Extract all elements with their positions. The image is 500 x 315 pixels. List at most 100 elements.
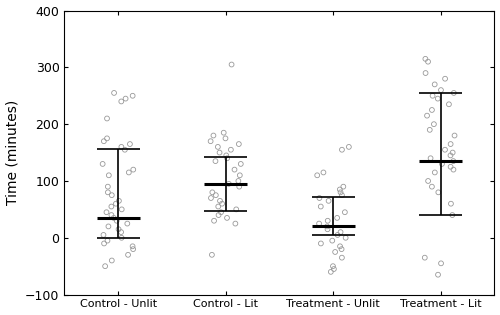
Point — [114, 227, 122, 232]
Point — [216, 150, 224, 155]
Point — [208, 190, 216, 195]
Point — [112, 201, 120, 206]
Point — [331, 249, 339, 255]
Point — [450, 90, 458, 95]
Point — [126, 141, 134, 146]
Point — [100, 139, 108, 144]
Point — [232, 207, 240, 212]
Point — [108, 204, 116, 209]
Point — [450, 167, 458, 172]
Point — [330, 266, 338, 272]
Point — [217, 210, 225, 215]
Point — [108, 193, 116, 198]
Point — [234, 179, 242, 184]
Point — [328, 238, 336, 243]
Point — [98, 161, 106, 166]
Point — [104, 190, 112, 195]
Point — [336, 244, 344, 249]
Point — [237, 161, 245, 166]
Point — [105, 173, 113, 178]
Point — [103, 136, 111, 141]
Point — [342, 235, 349, 240]
Point — [428, 184, 436, 189]
Point — [117, 230, 125, 235]
Point — [434, 96, 442, 101]
Point — [125, 170, 133, 175]
Point — [207, 196, 215, 201]
Point — [100, 241, 108, 246]
Point — [216, 198, 224, 203]
Point — [236, 173, 244, 178]
Point — [323, 224, 331, 229]
Point — [428, 93, 436, 98]
Point — [317, 241, 325, 246]
Point — [430, 122, 438, 127]
Point — [340, 184, 347, 189]
Point — [441, 76, 449, 81]
Point — [110, 215, 118, 220]
Point — [212, 193, 220, 198]
Point — [101, 264, 109, 269]
Point — [324, 218, 332, 223]
Point — [450, 158, 458, 163]
Point — [223, 156, 231, 161]
Point — [121, 147, 129, 152]
Point — [336, 190, 344, 195]
Point — [426, 127, 434, 132]
Point — [423, 113, 431, 118]
Point — [430, 82, 438, 87]
Point — [431, 170, 439, 175]
Point — [329, 264, 337, 269]
Point — [324, 198, 332, 203]
Point — [334, 232, 342, 238]
Point — [446, 153, 454, 158]
Point — [110, 90, 118, 95]
Point — [102, 210, 110, 215]
Point — [230, 167, 238, 172]
Point — [118, 144, 126, 149]
Point — [422, 71, 430, 76]
Point — [118, 207, 126, 212]
Point — [118, 235, 126, 240]
Point — [124, 252, 132, 257]
Point — [227, 147, 235, 152]
Point — [210, 218, 218, 223]
Point — [235, 184, 243, 189]
Point — [223, 215, 231, 220]
Point — [220, 130, 228, 135]
Point — [210, 133, 218, 138]
Point — [333, 215, 341, 220]
Point — [128, 244, 136, 249]
Point — [218, 201, 226, 206]
Point — [336, 230, 344, 235]
Point — [338, 147, 346, 152]
Point — [104, 238, 112, 243]
Point — [316, 196, 324, 201]
Point — [426, 156, 434, 161]
Point — [206, 139, 214, 144]
Point — [108, 258, 116, 263]
Point — [208, 252, 216, 257]
Point — [122, 96, 130, 101]
Point — [112, 218, 120, 223]
Point — [338, 255, 346, 260]
Point — [214, 213, 222, 218]
Point — [338, 193, 346, 198]
Point — [345, 144, 353, 149]
Point — [448, 150, 456, 155]
Point — [447, 201, 455, 206]
Point — [232, 221, 239, 226]
Point — [124, 221, 132, 226]
Point — [320, 170, 328, 175]
Point — [212, 158, 220, 163]
Point — [324, 227, 332, 232]
Point — [118, 99, 126, 104]
Point — [437, 88, 445, 93]
Point — [448, 213, 456, 218]
Point — [437, 261, 445, 266]
Point — [428, 107, 436, 112]
Point — [214, 144, 222, 149]
Point — [225, 181, 233, 186]
Point — [115, 198, 123, 203]
Point — [222, 153, 230, 158]
